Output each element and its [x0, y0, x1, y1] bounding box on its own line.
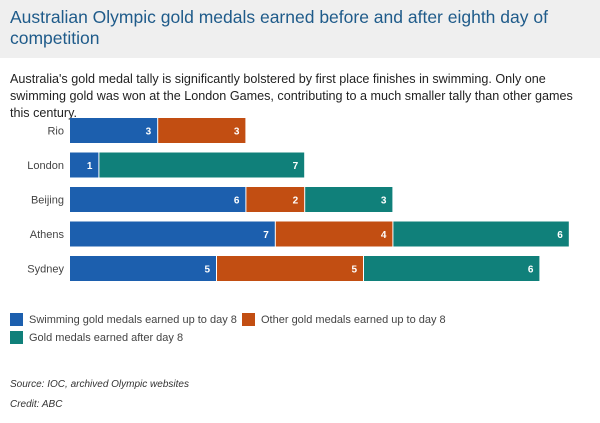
bar-other-sydney — [217, 256, 363, 281]
bar-swimming-beijing — [70, 187, 246, 212]
data-label-other-rio: 3 — [234, 127, 240, 138]
bar-after-sydney — [364, 256, 540, 281]
category-label-beijing: Beijing — [31, 195, 64, 207]
header-band — [0, 0, 600, 58]
legend-label-swimming: Swimming gold medals earned up to day 8 — [29, 313, 237, 326]
legend-swatch-swimming — [10, 313, 23, 326]
stacked-bar-chart: Rio 3 3 London 1 7 Beijing 6 2 3 Athens 7 4 6 Sydney 5 5… — [27, 118, 569, 281]
credit-note: Credit: ABC — [10, 399, 63, 410]
chart-title: Australian Olympic gold medals earned be… — [10, 7, 548, 48]
bar-swimming-rio — [70, 118, 158, 143]
data-label-after-athens: 6 — [557, 230, 563, 241]
bar-other-beijing — [246, 187, 305, 212]
chart-subtitle: Australia's gold medal tally is signific… — [10, 72, 573, 120]
bar-after-london — [99, 152, 305, 178]
data-label-other-athens: 4 — [381, 230, 387, 241]
category-label-sydney: Sydney — [27, 264, 64, 276]
data-label-after-beijing: 3 — [381, 196, 387, 207]
legend-label-after: Gold medals earned after day 8 — [29, 331, 184, 344]
source-note: Source: IOC, archived Olympic websites — [10, 379, 189, 390]
category-label-london: London — [27, 160, 64, 172]
data-label-swimming-athens: 7 — [263, 230, 269, 241]
data-label-swimming-sydney: 5 — [204, 265, 210, 276]
bar-after-athens — [393, 221, 569, 247]
legend-item-after: Gold medals earned after day 8 — [10, 331, 183, 344]
category-label-athens: Athens — [30, 229, 65, 241]
bar-swimming-london — [70, 152, 99, 178]
data-label-after-london: 7 — [293, 161, 299, 172]
category-label-rio: Rio — [47, 126, 64, 138]
legend-swatch-other — [242, 313, 255, 326]
legend-label-other: Other gold medals earned up to day 8 — [261, 313, 446, 326]
data-label-after-sydney: 6 — [528, 265, 534, 276]
data-label-other-beijing: 2 — [293, 196, 299, 207]
data-label-swimming-london: 1 — [87, 161, 93, 172]
data-label-other-sydney: 5 — [351, 265, 357, 276]
legend-item-swimming: Swimming gold medals earned up to day 8 — [10, 313, 237, 326]
bar-other-rio — [158, 118, 246, 143]
bar-swimming-sydney — [70, 256, 216, 281]
legend-swatch-after — [10, 331, 23, 344]
bar-after-beijing — [305, 187, 393, 212]
data-label-swimming-rio: 3 — [146, 127, 152, 138]
bar-other-athens — [275, 221, 393, 247]
legend-item-other: Other gold medals earned up to day 8 — [242, 313, 446, 326]
data-label-swimming-beijing: 6 — [234, 196, 240, 207]
bar-swimming-athens — [70, 221, 275, 247]
